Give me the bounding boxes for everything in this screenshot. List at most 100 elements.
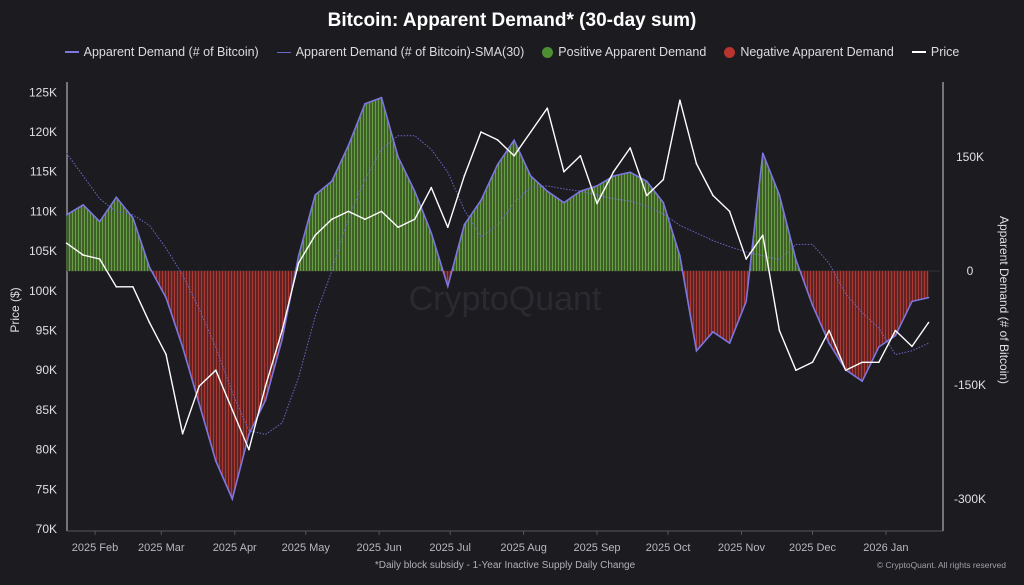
y-right-tick-label: 0 (967, 264, 974, 278)
price-point (347, 210, 350, 213)
demand-point (563, 201, 565, 204)
price-point (911, 345, 913, 348)
price-point (645, 194, 648, 197)
y-left-tick-label: 100K (29, 284, 57, 298)
price-point (728, 210, 731, 213)
demand-point (529, 175, 532, 177)
y-right-tick-label: -150K (954, 378, 986, 392)
x-tick-label: 2025 Oct (646, 542, 691, 554)
demand-point (98, 220, 101, 223)
legend-item-negative[interactable]: Negative Apparent Demand (724, 45, 894, 59)
demand-point (447, 285, 449, 288)
legend-item-apparent-demand[interactable]: Apparent Demand (# of Bitcoin) (64, 45, 259, 59)
x-tick-label: 2025 May (282, 542, 331, 554)
demand-point (115, 196, 118, 199)
price-point (165, 353, 167, 356)
price-point (596, 202, 598, 205)
price-point (248, 448, 250, 451)
demand-point (297, 255, 300, 257)
price-point (546, 107, 549, 109)
demand-point (596, 185, 598, 187)
legend: Apparent Demand (# of Bitcoin) Apparent … (0, 45, 1024, 59)
price-point (844, 369, 847, 372)
price-point (811, 361, 814, 364)
price-point (281, 329, 283, 332)
legend-item-price[interactable]: Price (911, 45, 959, 59)
price-point (679, 99, 681, 102)
legend-item-sma30[interactable]: Apparent Demand (# of Bitcoin)-SMA(30) (276, 45, 524, 59)
legend-dot-swatch (542, 46, 554, 58)
price-point (214, 369, 217, 372)
price-point (662, 178, 665, 181)
y-left-tick-label: 80K (36, 443, 57, 457)
demand-point (679, 255, 681, 257)
demand-point (248, 433, 250, 436)
price-point (695, 162, 698, 165)
demand-point (546, 190, 549, 192)
demand-point (413, 190, 416, 192)
demand-point (927, 296, 930, 299)
y-left-tick-label: 125K (29, 85, 57, 99)
demand-point (347, 144, 350, 147)
price-point (297, 262, 300, 264)
price-point (65, 242, 68, 244)
price-point (480, 131, 482, 133)
price-point (181, 432, 184, 435)
demand-point (728, 342, 731, 345)
demand-point (264, 399, 267, 402)
price-point (397, 226, 399, 229)
demand-point (430, 232, 433, 234)
x-tick-label: 2026 Jan (863, 542, 908, 554)
price-point (463, 174, 466, 177)
demand-point (612, 175, 615, 177)
legend-dot-swatch (724, 46, 736, 58)
price-point (198, 385, 200, 387)
y-right-tick-label: 150K (956, 150, 984, 164)
y-left-label: Price ($) (8, 287, 22, 332)
price-point (861, 361, 864, 364)
y-left-tick-label: 85K (36, 403, 57, 417)
positive-demand-area (66, 97, 929, 271)
y-left-tick-label: 75K (36, 482, 57, 496)
demand-point (397, 156, 399, 158)
price-point (745, 258, 747, 260)
demand-point (861, 380, 864, 383)
x-tick-label: 2025 Sep (573, 542, 620, 554)
demand-point (496, 163, 499, 166)
demand-point (662, 201, 665, 204)
demand-point (214, 460, 217, 462)
demand-point (82, 204, 84, 206)
legend-label: Negative Apparent Demand (740, 45, 894, 59)
y-left-tick-label: 115K (30, 165, 57, 179)
legend-label: Positive Apparent Demand (558, 45, 707, 59)
price-point (314, 234, 317, 237)
x-tick-label: 2025 Apr (213, 542, 257, 554)
demand-point (314, 194, 317, 196)
legend-line-swatch (64, 51, 79, 53)
demand-point (761, 152, 764, 154)
price-point (894, 329, 897, 332)
x-tick-label: 2025 Dec (789, 542, 837, 554)
demand-point (231, 498, 234, 500)
y-left-tick-label: 105K (29, 244, 57, 258)
legend-item-positive[interactable]: Positive Apparent Demand (542, 45, 706, 59)
price-point (98, 258, 101, 260)
x-tick-label: 2025 Feb (72, 542, 118, 554)
x-tick-label: 2025 Nov (718, 542, 766, 554)
price-point (413, 218, 416, 221)
price-point (761, 234, 764, 237)
legend-label: Apparent Demand (# of Bitcoin) (83, 45, 259, 59)
y-left-tick-label: 95K (36, 324, 57, 338)
copyright: © CryptoQuant. All rights reserved (877, 560, 1006, 570)
price-point (231, 409, 234, 411)
price-point (927, 321, 930, 324)
price-point (447, 226, 449, 229)
demand-point (629, 171, 631, 173)
watermark: CryptoQuant (409, 280, 602, 318)
demand-point (911, 300, 913, 303)
sma30-line (66, 135, 929, 435)
demand-point (878, 346, 880, 348)
y-left-tick-label: 120K (29, 125, 57, 139)
price-point (380, 210, 383, 213)
